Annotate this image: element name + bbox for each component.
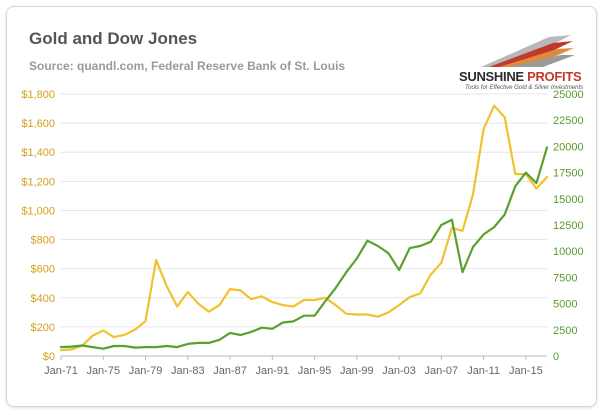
y-right-tick-label: 0 <box>553 351 559 363</box>
logo-name-second: PROFITS <box>527 69 582 84</box>
y-right-tick-label: 15000 <box>553 194 584 206</box>
x-tick-label: Jan-07 <box>425 365 459 377</box>
y-right-tick-label: 22500 <box>553 115 584 127</box>
y-left-tick-label: $1,000 <box>21 205 55 217</box>
y-left-tick-label: $400 <box>31 293 55 305</box>
x-tick-label: Jan-75 <box>86 365 120 377</box>
x-tick-label: Jan-79 <box>129 365 163 377</box>
gold-price-line <box>59 104 549 352</box>
y-left-tick-label: $600 <box>31 264 55 276</box>
y-left-tick-label: $0 <box>43 351 55 363</box>
x-tick-label: Jan-11 <box>467 365 500 377</box>
y-right-tick-label: 7500 <box>553 272 577 284</box>
x-tick-label: Jan-03 <box>382 365 416 377</box>
y-left-tick-label: $200 <box>31 322 55 334</box>
y-right-tick-label: 17500 <box>553 168 584 180</box>
logo-tagline: Tools for Effective Gold & Silver Invest… <box>465 85 584 91</box>
y-left-tick-label: $1,400 <box>21 147 55 159</box>
x-tick-label: Jan-91 <box>255 365 289 377</box>
y-left-tick-label: $1,800 <box>21 89 55 101</box>
x-tick-label: Jan-83 <box>171 365 205 377</box>
x-tick-label: Jan-15 <box>509 365 543 377</box>
y-right-tick-label: 2500 <box>553 325 577 337</box>
x-tick-label: Jan-87 <box>213 365 247 377</box>
y-right-tick-label: 10000 <box>553 246 584 258</box>
y-left-tick-label: $1,200 <box>21 176 55 188</box>
logo-swoosh-icon <box>481 35 575 67</box>
y-right-tick-label: 20000 <box>553 141 584 153</box>
y-right-tick-label: 25000 <box>553 89 584 101</box>
y-right-tick-label: 5000 <box>553 299 577 311</box>
line-chart: $0 $200 $400 $600 $800 $1,000 $1,200 $1,400 $1,6… <box>21 89 584 377</box>
x-tick-label: Jan-71 <box>44 365 78 377</box>
logo-name-first: SUNSHINE <box>459 69 524 84</box>
chart-title: Gold and Dow Jones <box>29 29 198 48</box>
x-tick-label: Jan-99 <box>340 365 374 377</box>
y-left-tick-label: $1,600 <box>21 118 55 130</box>
chart-source: Source: quandl.com, Federal Reserve Bank… <box>29 59 346 73</box>
dow-jones-line <box>59 146 549 350</box>
y-left-tick-label: $800 <box>31 235 55 247</box>
chart-card: Gold and Dow Jones Source: quandl.com, F… <box>6 6 597 407</box>
y-right-tick-label: 12500 <box>553 220 584 232</box>
logo-wordmark: SUNSHINE PROFITS <box>459 69 582 84</box>
sunshine-profits-logo: SUNSHINE PROFITS Tools for Effective Gol… <box>459 33 591 97</box>
x-tick-label: Jan-95 <box>298 365 332 377</box>
